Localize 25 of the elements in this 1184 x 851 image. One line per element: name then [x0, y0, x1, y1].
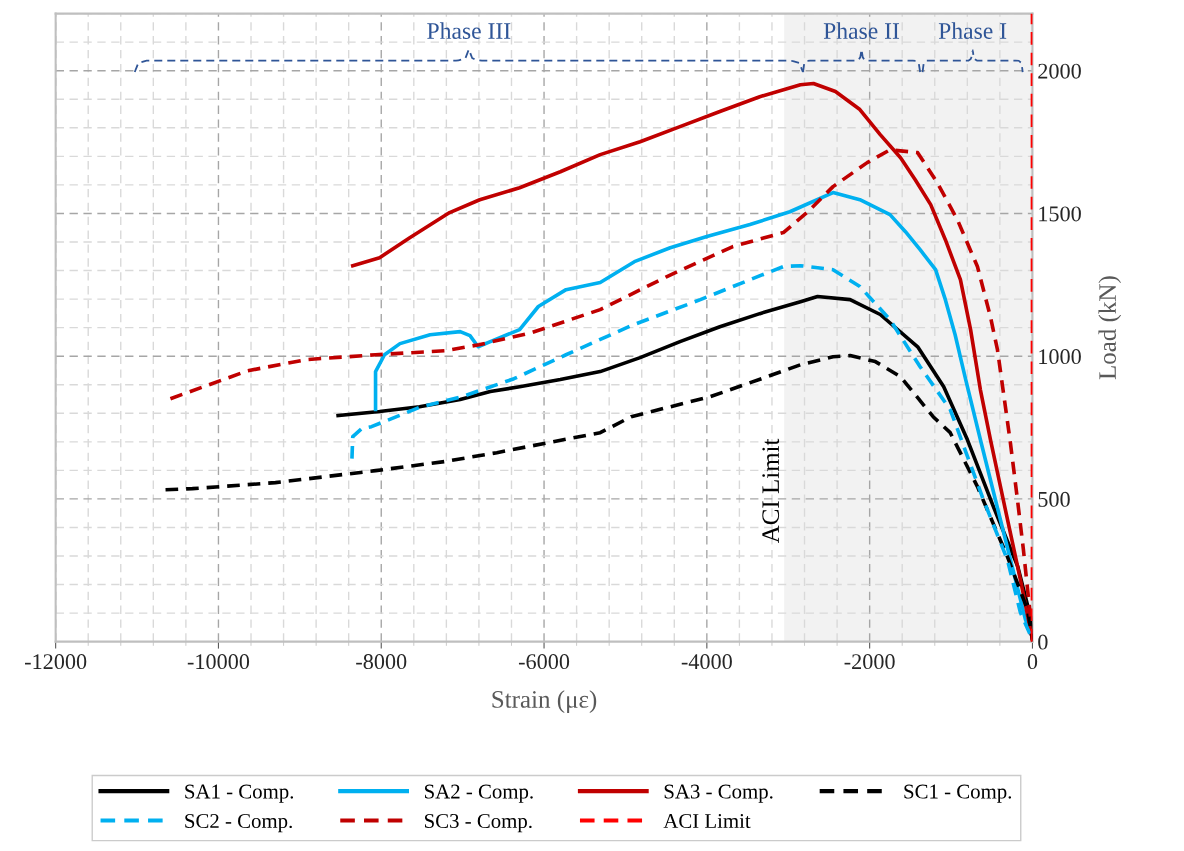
x-tick-label: -6000: [518, 654, 570, 670]
y-tick-label: 0: [1038, 634, 1048, 650]
legend-label: SC3 - Comp.: [424, 814, 532, 833]
annotation: Phase III: [427, 22, 511, 39]
y-tick-label: 500: [1038, 491, 1070, 507]
legend-label: SC1 - Comp.: [904, 784, 1012, 803]
legend-label: SA3 - Comp.: [664, 784, 773, 803]
x-tick-label: -10000: [187, 654, 250, 670]
x-axis-title: Strain (με): [492, 690, 597, 713]
x-tick-label: -4000: [681, 654, 732, 670]
x-tick-label: -8000: [356, 654, 407, 670]
legend-label: SA1 - Comp.: [185, 784, 294, 803]
y-tick-label: 2000: [1038, 63, 1081, 79]
x-tick-label: 0: [1027, 654, 1038, 670]
x-tick-label: -2000: [844, 654, 895, 670]
legend-label: SC2 - Comp.: [185, 814, 292, 833]
annotation: Phase I: [938, 22, 1007, 39]
y-axis-title: Load (kN): [1098, 276, 1122, 380]
band-label: ACI Limit: [762, 438, 780, 544]
legend-label: SA2 - Comp.: [424, 784, 533, 803]
y-tick-label: 1000: [1039, 349, 1081, 365]
annotation: Phase II: [823, 22, 900, 39]
legend-label: ACI Limit: [663, 814, 751, 829]
x-tick-label: -12000: [25, 654, 87, 670]
y-tick-label: 1500: [1039, 206, 1081, 222]
